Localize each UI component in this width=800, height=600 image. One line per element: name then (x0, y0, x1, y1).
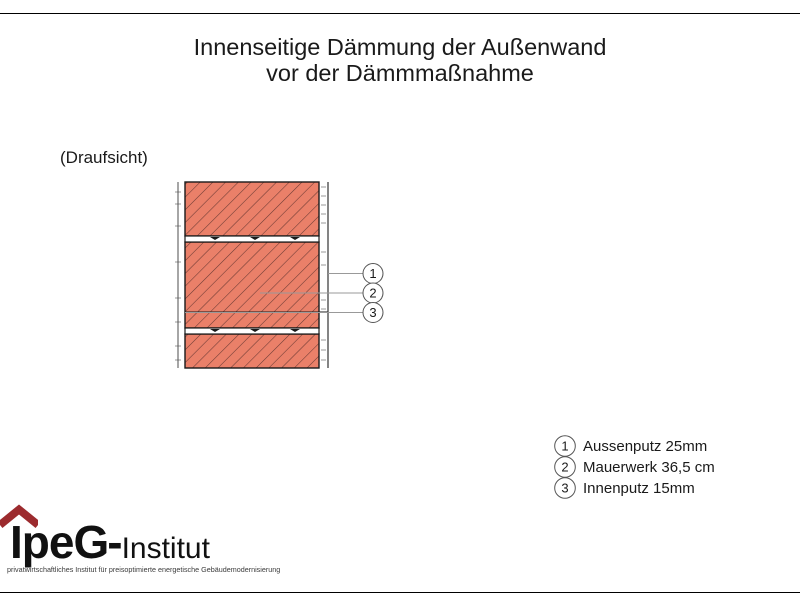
svg-text:3: 3 (561, 481, 568, 496)
svg-text:2: 2 (369, 286, 376, 301)
svg-text:3: 3 (369, 305, 376, 320)
svg-text:1: 1 (369, 266, 376, 281)
svg-text:2: 2 (561, 460, 568, 475)
svg-text:1: 1 (561, 439, 568, 454)
